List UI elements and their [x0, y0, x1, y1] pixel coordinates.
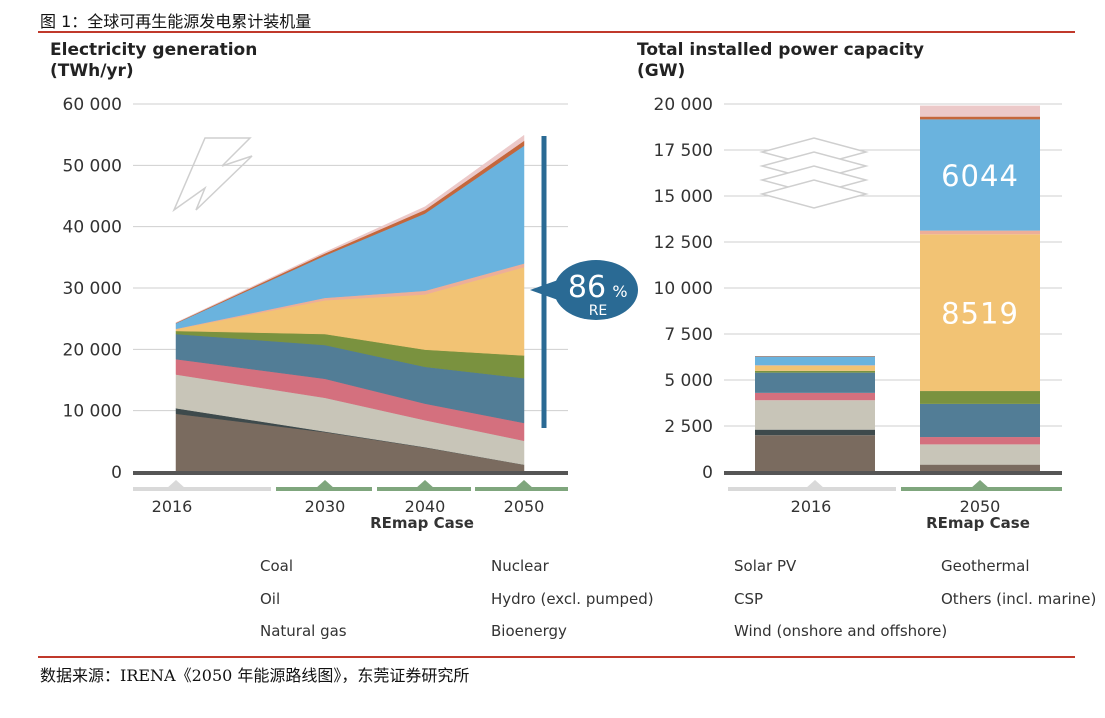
- source-note: 数据来源：IRENA《2050 年能源路线图》，东莞证券研究所: [40, 666, 470, 685]
- left-x-axis: [133, 471, 568, 475]
- bar-csp-2016: [755, 365, 875, 366]
- right-y-tick-label: 17 500: [654, 141, 713, 161]
- timeline-marker: [805, 480, 825, 489]
- timeline-marker: [315, 480, 335, 489]
- right-chart-title: Total installed power capacity: [637, 40, 924, 60]
- right-y-tick-label: 2 500: [664, 417, 713, 437]
- left-x-tick-label: 2040: [405, 497, 446, 516]
- bar-bioenergy-2050: [920, 391, 1040, 404]
- bar-wind-2050: [920, 119, 1040, 231]
- right-y-tick-label: 12 500: [654, 233, 713, 253]
- bar-nuclear-2050: [920, 437, 1040, 445]
- legend-label-solar-pv: Solar PV: [734, 557, 797, 575]
- legend-label-oil: Oil: [260, 590, 281, 608]
- left-y-tick-label: 60 000: [63, 95, 122, 115]
- timeline-marker: [970, 480, 990, 489]
- figure-title: 图 1：全球可再生能源发电累计装机量: [40, 12, 312, 31]
- re-indicator-pointer: [530, 280, 558, 300]
- timeline-marker: [514, 480, 534, 489]
- bottom-divider: [38, 656, 1075, 658]
- left-y-tick-label: 0: [111, 463, 122, 483]
- chart-canvas: Electricity generation(TWh/yr) 0 10 000 20 …: [50, 40, 1062, 532]
- right-y-tick-label: 15 000: [654, 187, 713, 207]
- bar-geothermal-2050: [920, 116, 1040, 120]
- right-chart-subtitle: (GW): [637, 61, 685, 81]
- right-y-tick-label: 5 000: [664, 371, 713, 391]
- left-x-tick-label: 2016: [152, 497, 193, 516]
- left-y-tick-label: 40 000: [63, 218, 122, 238]
- bar-wind-2016: [755, 356, 875, 366]
- legend-label-csp: CSP: [734, 590, 764, 608]
- bar-geothermal-2016: [755, 356, 875, 357]
- timeline-marker: [415, 480, 435, 489]
- bar-solar-pv-2050: [920, 234, 1040, 392]
- left-x-tick-label: 2050: [504, 497, 545, 516]
- bar-others-2050: [920, 105, 1040, 117]
- legend-label-wind: Wind (onshore and offshore): [734, 622, 948, 640]
- legend-label-natural-gas: Natural gas: [260, 622, 347, 640]
- bar-value-label: 6044: [941, 159, 1019, 193]
- bar-solar-pv-2016: [755, 365, 875, 371]
- left-chart-subtitle: (TWh/yr): [50, 61, 134, 81]
- bar-coal-2016: [755, 435, 875, 472]
- bar-bioenergy-2016: [755, 370, 875, 373]
- right-x-tick-label: 2016: [791, 497, 832, 516]
- area-others: [175, 134, 525, 324]
- right-y-tick-label: 0: [702, 463, 713, 483]
- right-x-group-label: REmap Case: [926, 514, 1030, 532]
- legend-label-coal: Coal: [260, 557, 294, 575]
- legend-label-others: Others (incl. marine): [941, 590, 1097, 608]
- left-x-tick-label: 2030: [305, 497, 346, 516]
- bar-natural-gas-2050: [920, 444, 1040, 465]
- left-x-group-label: REmap Case: [370, 514, 474, 532]
- bar-hydro-2016: [755, 372, 875, 393]
- left-y-tick-label: 50 000: [63, 156, 122, 176]
- re-indicator-value: 86: [568, 270, 606, 305]
- right-x-axis: [724, 471, 1062, 475]
- re-indicator-label: RE: [589, 303, 608, 319]
- legend-label-hydro: Hydro (excl. pumped): [491, 590, 654, 608]
- right-y-tick-label: 20 000: [654, 95, 713, 115]
- right-x-tick-label: 2050: [960, 497, 1001, 516]
- re-indicator-unit: %: [612, 282, 627, 301]
- right-y-tick-label: 10 000: [654, 279, 713, 299]
- left-chart-title: Electricity generation: [50, 40, 257, 60]
- lightning-bolt-icon: [172, 137, 253, 213]
- left-y-tick-label: 30 000: [63, 279, 122, 299]
- legend-label-geothermal: Geothermal: [941, 557, 1030, 575]
- bar-natural-gas-2016: [755, 400, 875, 430]
- right-y-tick-label: 7 500: [664, 325, 713, 345]
- bar-csp-2050: [920, 230, 1040, 235]
- stacked-layers-icon: [759, 179, 869, 209]
- bar-oil-2016: [755, 429, 875, 436]
- legend-label-bioenergy: Bioenergy: [491, 622, 567, 640]
- timeline-marker: [166, 480, 186, 489]
- bar-coal-2050: [920, 464, 1040, 472]
- bar-value-label: 8519: [941, 297, 1019, 331]
- timeline-base-bar: [133, 487, 271, 491]
- bar-hydro-2050: [920, 403, 1040, 438]
- left-y-tick-label: 10 000: [63, 402, 122, 422]
- bar-nuclear-2016: [755, 392, 875, 401]
- re-indicator-bubble: [554, 260, 638, 320]
- top-divider: [38, 31, 1075, 33]
- legend-label-nuclear: Nuclear: [491, 557, 549, 575]
- left-y-tick-label: 20 000: [63, 340, 122, 360]
